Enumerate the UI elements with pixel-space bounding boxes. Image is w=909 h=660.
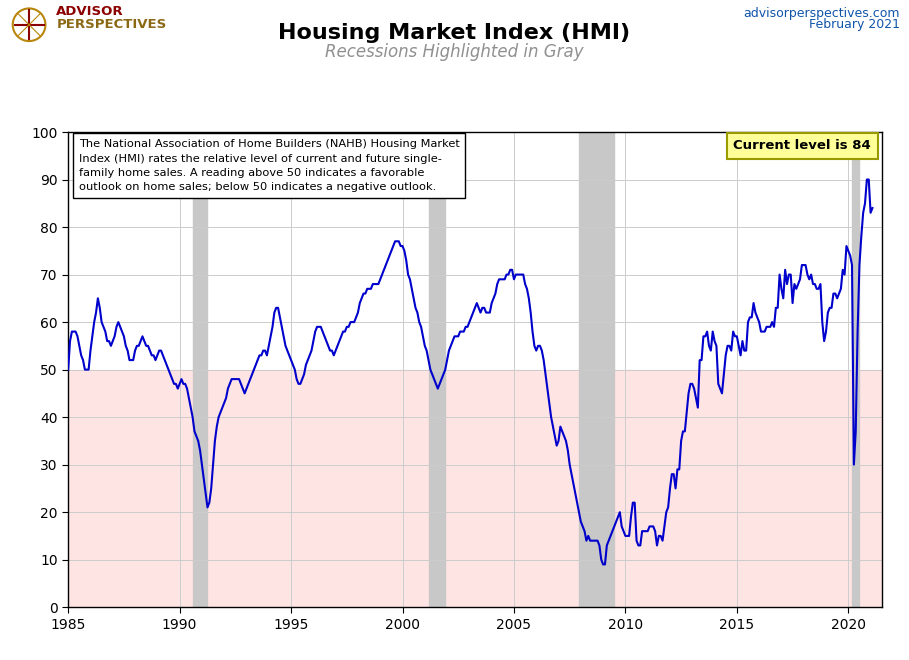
Text: February 2021: February 2021 <box>809 18 900 32</box>
Text: advisorperspectives.com: advisorperspectives.com <box>744 7 900 20</box>
Bar <box>193 132 207 607</box>
Bar <box>852 132 859 607</box>
Text: The National Association of Home Builders (NAHB) Housing Market
Index (HMI) rate: The National Association of Home Builder… <box>79 139 460 192</box>
Text: PERSPECTIVES: PERSPECTIVES <box>56 18 166 32</box>
Bar <box>68 370 882 607</box>
Bar <box>428 132 445 607</box>
Text: ADVISOR: ADVISOR <box>56 5 124 18</box>
Bar <box>579 132 614 607</box>
Text: Current level is 84: Current level is 84 <box>734 139 871 152</box>
Text: Recessions Highlighted in Gray: Recessions Highlighted in Gray <box>325 43 584 61</box>
Text: Housing Market Index (HMI): Housing Market Index (HMI) <box>278 23 631 43</box>
